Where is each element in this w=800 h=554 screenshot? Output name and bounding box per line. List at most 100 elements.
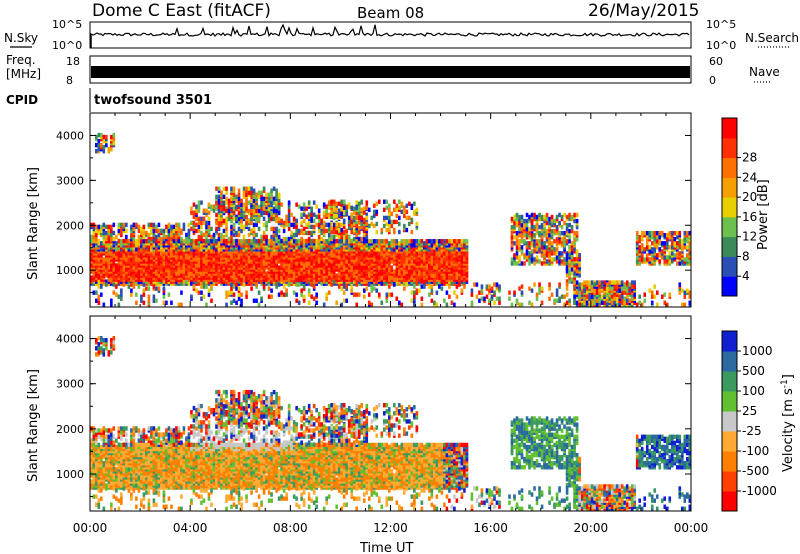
power-cell (110, 277, 113, 282)
power-cell (135, 239, 138, 244)
power-cell (563, 239, 566, 244)
power-cell (272, 236, 276, 242)
power-cell (555, 247, 559, 252)
power-cell (95, 134, 98, 140)
power-cell (375, 201, 379, 206)
power-cell (420, 263, 424, 268)
power-cell (155, 271, 158, 276)
power-cell (558, 212, 561, 218)
power-cell (265, 192, 268, 197)
power-cell (235, 194, 238, 199)
power-cell (202, 232, 206, 238)
power-cell (575, 252, 579, 258)
power-cell (257, 190, 261, 195)
power-cell (330, 209, 333, 215)
power-cell (345, 211, 349, 217)
power-cell (568, 279, 571, 284)
power-cell (255, 208, 258, 214)
power-cell (578, 273, 581, 278)
power-cell (257, 216, 261, 222)
power-cell (415, 207, 419, 213)
power-cell (242, 202, 246, 208)
power-cell (225, 222, 228, 228)
power-cell (400, 209, 404, 215)
power-cell (262, 200, 266, 205)
power-cell (565, 279, 569, 284)
power-cell (543, 245, 546, 250)
power-cell (207, 245, 211, 250)
power-cell (230, 234, 233, 240)
power-cell (265, 220, 268, 226)
power-cell (147, 232, 151, 238)
power-cell (310, 224, 313, 230)
nsky-trace-line (90, 23, 690, 37)
power-cell (275, 204, 278, 210)
power-cell (540, 261, 544, 266)
power-cell (355, 257, 359, 262)
power-cell (317, 208, 321, 213)
power-cell (548, 220, 551, 226)
power-cell (267, 196, 271, 202)
power-cell (327, 205, 331, 210)
power-cell (448, 239, 451, 244)
power-cell (132, 236, 136, 242)
power-cell (155, 228, 158, 234)
power-cell (355, 220, 359, 226)
power-cell (332, 234, 336, 240)
power-cell (393, 253, 396, 258)
power-cell (408, 215, 411, 221)
power-cell (320, 236, 323, 242)
power-cell (570, 254, 574, 260)
power-cell (135, 222, 138, 228)
power-cell (380, 227, 384, 233)
power-cell (150, 230, 153, 236)
power-cell (302, 239, 306, 244)
power-cell (575, 265, 579, 270)
power-cell (207, 216, 211, 222)
power-cell (252, 232, 256, 238)
power-cell (410, 239, 414, 244)
power-cell (265, 238, 268, 244)
power-cell (357, 219, 361, 225)
power-cell (372, 203, 376, 208)
power-cell (538, 259, 541, 264)
power-cell (282, 263, 286, 268)
power-cell (568, 252, 571, 258)
power-cell (177, 222, 181, 228)
power-cell (342, 205, 346, 210)
power-cell (275, 200, 278, 205)
power-cell (387, 223, 391, 229)
power-cell (212, 232, 216, 238)
power-cell (380, 271, 384, 276)
nsky-trace (90, 23, 690, 48)
power-cell (217, 194, 221, 199)
power-cell (195, 222, 198, 228)
power-cell (277, 210, 281, 216)
power-cell (357, 201, 361, 206)
power-cell (540, 241, 544, 246)
power-cell (540, 222, 544, 228)
power-cell (205, 220, 208, 226)
power-cell (230, 239, 233, 244)
power-cell (330, 229, 333, 235)
power-cell (515, 245, 519, 250)
power-cell (350, 219, 354, 225)
power-cell (222, 206, 226, 212)
power-cell (580, 290, 584, 295)
power-cell (345, 228, 349, 234)
power-cell (307, 261, 311, 266)
power-cell (300, 206, 303, 211)
power-cell (300, 228, 303, 234)
power-cell (180, 255, 183, 260)
power-cell (97, 142, 101, 148)
power-cell (235, 198, 238, 204)
power-cell (347, 234, 351, 240)
power-cell (300, 267, 303, 272)
power-cell (117, 238, 121, 244)
power-cell (132, 222, 136, 228)
power-cell (95, 149, 98, 154)
power-cell (593, 288, 596, 293)
power-cell (570, 267, 574, 272)
power-cell (220, 190, 223, 195)
plot-title: Dome C East (fitACF) (92, 1, 271, 21)
